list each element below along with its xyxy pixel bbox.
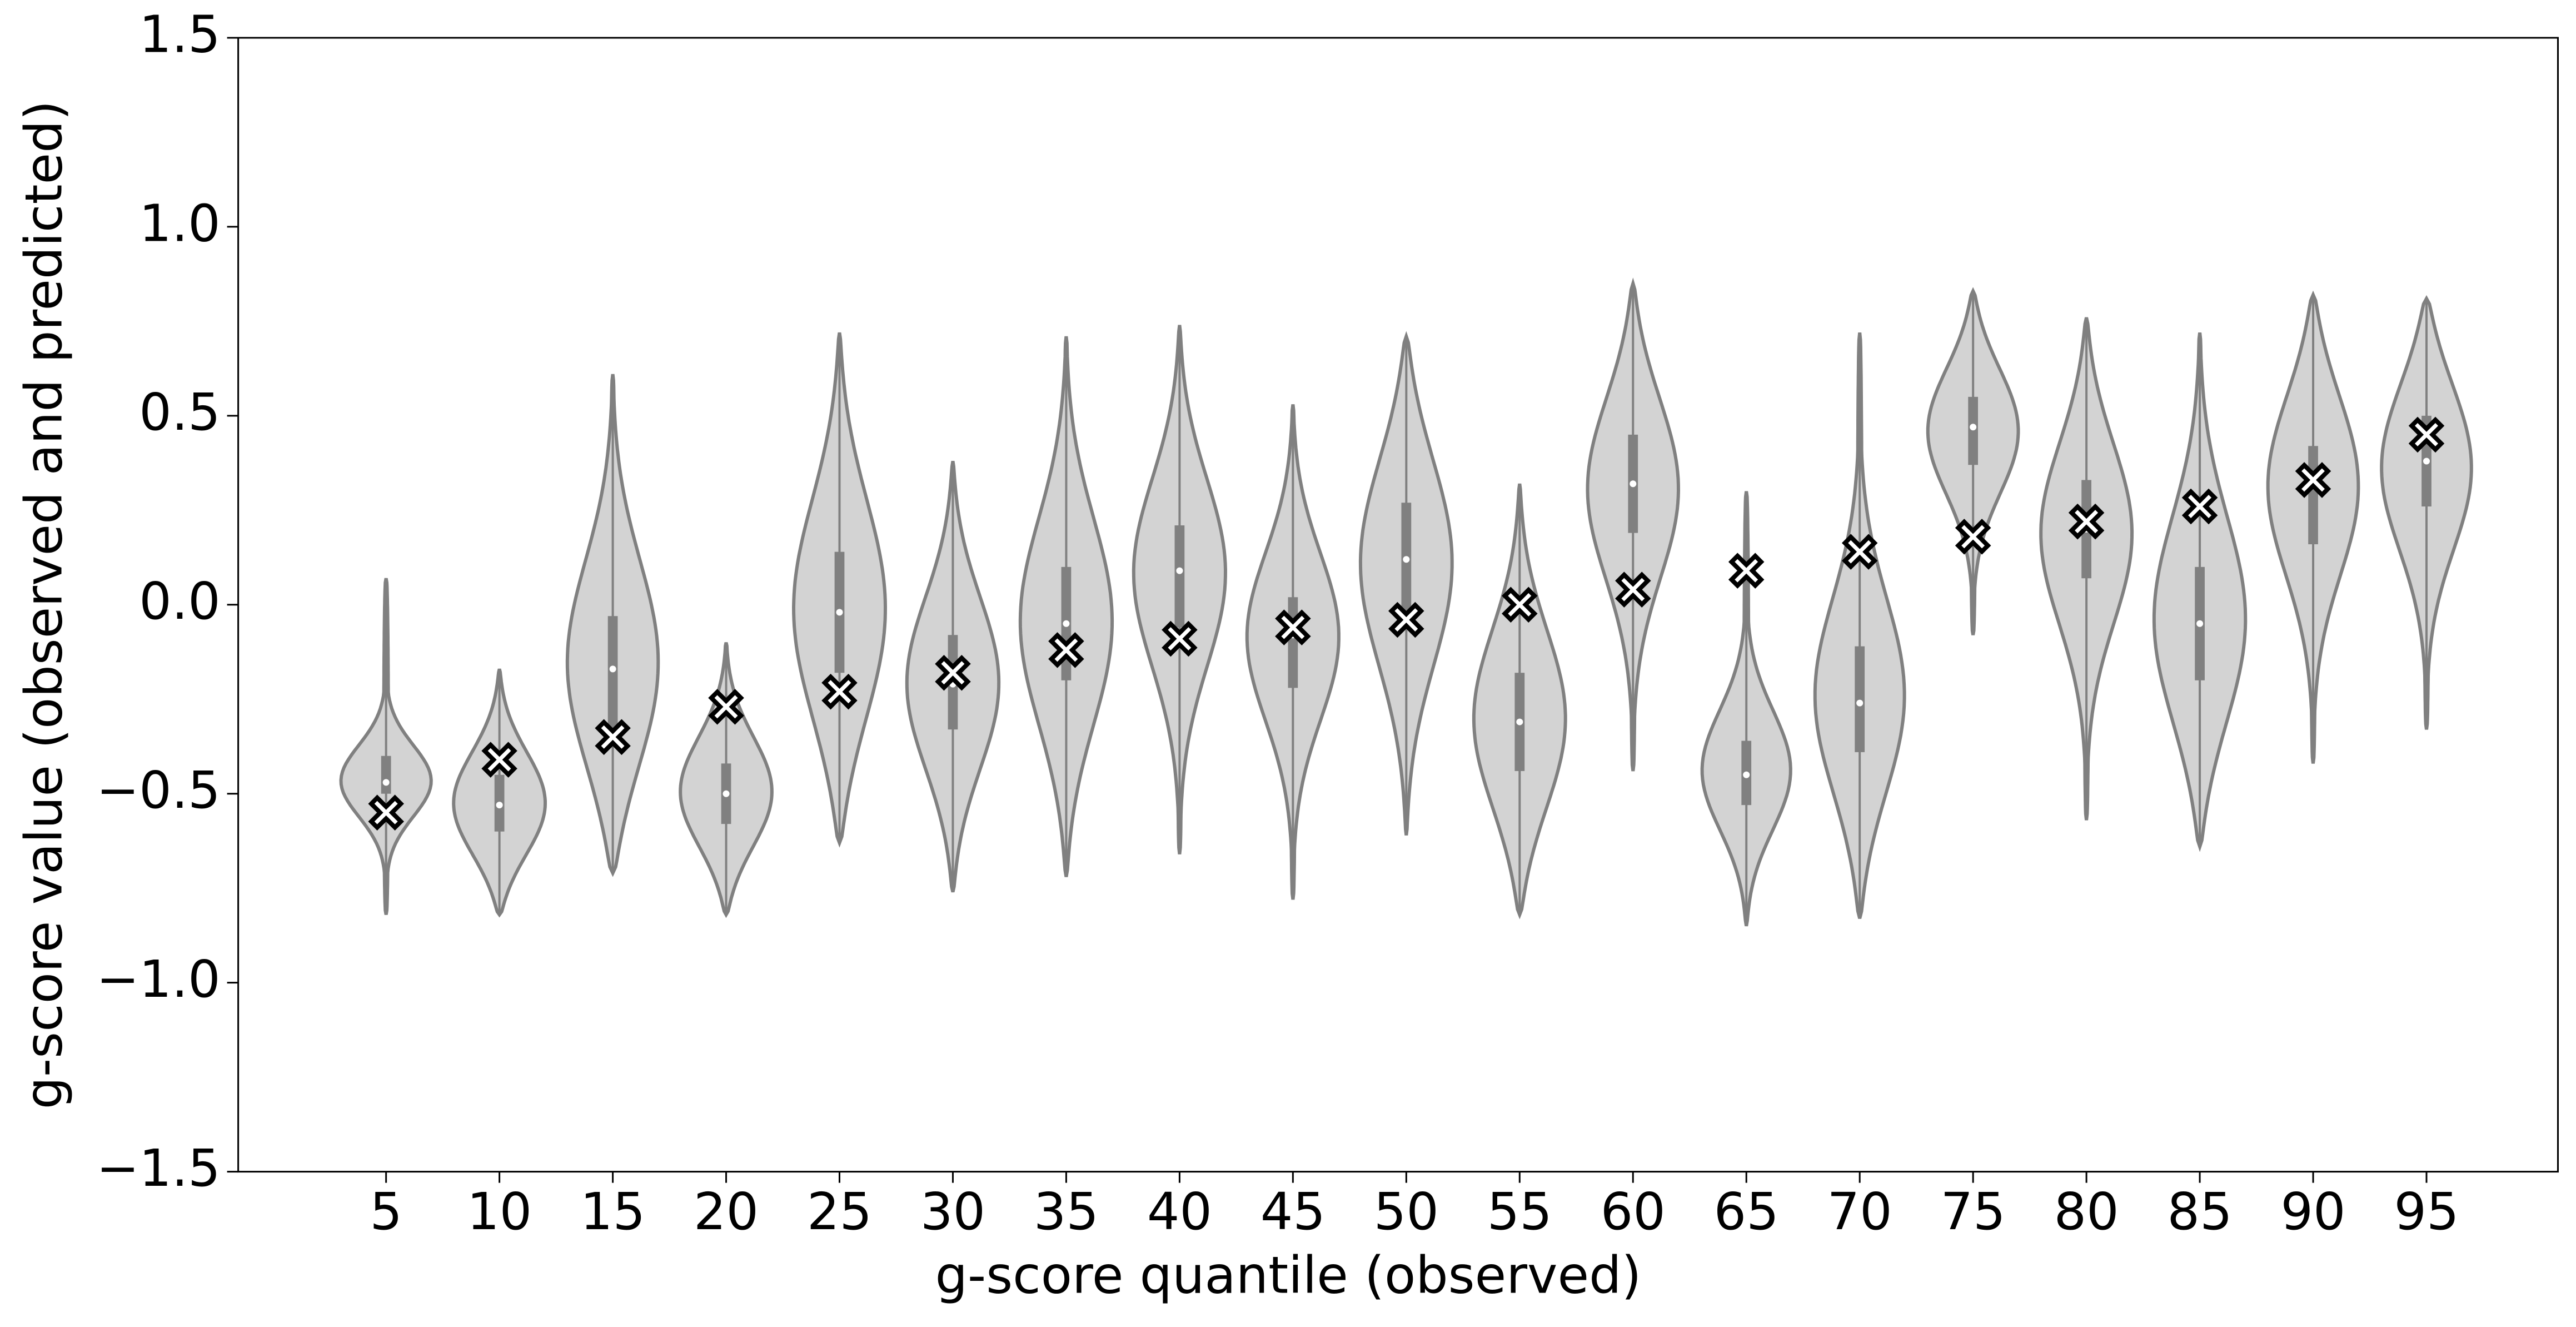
violin-median	[1970, 424, 1977, 431]
predicted-marker	[1275, 609, 1311, 645]
violin-median	[1743, 771, 1750, 778]
predicted-marker	[1615, 571, 1651, 608]
violin-median	[2196, 620, 2204, 627]
x-tick-label: 95	[2394, 1182, 2459, 1241]
x-tick-label: 60	[1601, 1182, 1666, 1241]
y-tick-label: 0.0	[139, 571, 220, 631]
violin-median	[1516, 718, 1523, 725]
violin-median	[609, 665, 616, 673]
y-tick-label: 1.0	[139, 193, 220, 253]
violin-median	[496, 802, 503, 809]
predicted-marker	[2181, 488, 2218, 525]
violin-box	[1968, 396, 1979, 465]
x-tick-label: 80	[2054, 1182, 2119, 1241]
predicted-marker	[708, 689, 744, 725]
predicted-marker	[935, 654, 971, 691]
y-tick-label: −1.0	[96, 950, 220, 1009]
predicted-marker	[1388, 602, 1424, 638]
x-tick-label: 20	[694, 1182, 759, 1241]
predicted-marker	[595, 719, 631, 756]
predicted-marker	[1162, 620, 1198, 657]
predicted-marker	[2408, 416, 2445, 453]
x-tick-label: 15	[580, 1182, 645, 1241]
x-tick-label: 85	[2168, 1182, 2233, 1241]
y-tick-label: 0.5	[139, 382, 220, 442]
violin-box	[2308, 446, 2318, 545]
x-tick-label: 35	[1034, 1182, 1099, 1241]
x-tick-label: 30	[920, 1182, 985, 1241]
violin-median	[1403, 556, 1410, 563]
y-tick-label: 1.5	[139, 4, 220, 64]
x-tick-label: 65	[1714, 1182, 1779, 1241]
violin-median	[1176, 567, 1183, 574]
y-tick-label: −0.5	[96, 761, 220, 820]
violin-median	[2423, 458, 2430, 465]
violin-box	[607, 616, 618, 730]
x-tick-label: 75	[1941, 1182, 2006, 1241]
predicted-marker	[1048, 632, 1084, 668]
violin-box	[381, 756, 391, 794]
x-tick-label: 40	[1147, 1182, 1212, 1241]
predicted-marker	[2068, 503, 2105, 540]
violin-median	[836, 609, 843, 616]
x-axis-label: g-score quantile (observed)	[935, 1245, 1642, 1305]
x-tick-label: 55	[1487, 1182, 1552, 1241]
x-tick-label: 5	[370, 1182, 402, 1241]
y-axis-label: g-score value (observed and predicted)	[14, 101, 73, 1110]
x-tick-label: 45	[1260, 1182, 1326, 1241]
predicted-marker	[481, 742, 517, 778]
violin-median	[382, 779, 390, 786]
y-tick-label: −1.5	[96, 1139, 220, 1198]
predicted-marker	[368, 794, 404, 831]
x-tick-label: 10	[467, 1182, 532, 1241]
violin-median	[1063, 620, 1070, 627]
violin-median	[723, 790, 730, 797]
violin-box	[1855, 646, 1865, 752]
predicted-marker	[1955, 519, 1991, 555]
x-tick-label: 50	[1374, 1182, 1439, 1241]
predicted-marker	[2295, 462, 2331, 498]
predicted-marker	[1728, 553, 1765, 589]
x-tick-label: 25	[807, 1182, 872, 1241]
violin-box	[1174, 525, 1185, 628]
x-tick-label: 70	[1827, 1182, 1892, 1241]
violin-median	[1856, 699, 1864, 707]
predicted-marker	[1841, 534, 1878, 570]
plot-frame	[237, 37, 2559, 1173]
violin-box	[1288, 597, 1298, 688]
x-tick-label: 90	[2281, 1182, 2346, 1241]
predicted-marker	[1502, 587, 1538, 623]
predicted-marker	[821, 673, 858, 710]
violin-median	[1630, 480, 1637, 488]
